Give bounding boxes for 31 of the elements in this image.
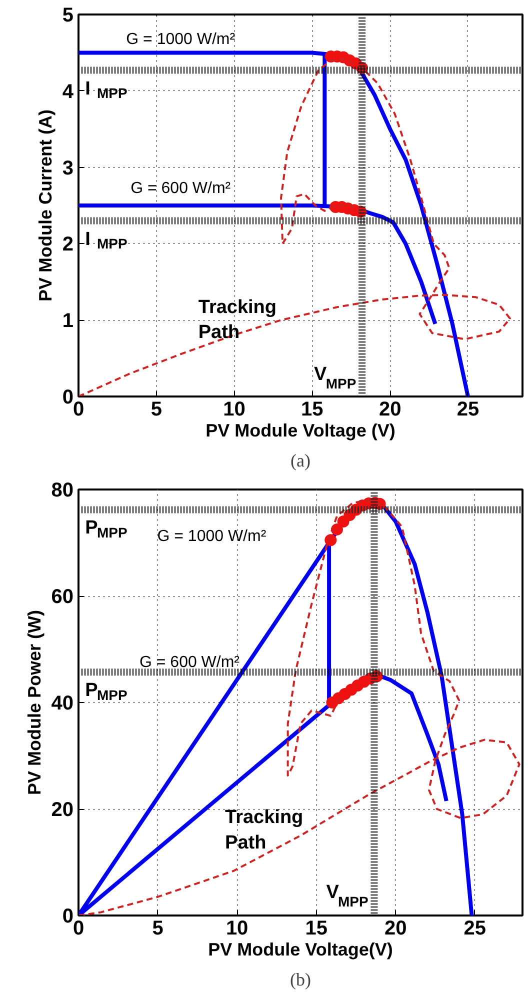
annotation: G = 600 W/m² — [130, 180, 232, 197]
x-tick-label: 25 — [464, 918, 486, 940]
text: (b) — [290, 970, 312, 990]
y-tick-label: 4 — [62, 80, 74, 103]
y-tick-label: 80 — [51, 480, 74, 502]
x-tick-label: 15 — [301, 398, 324, 420]
annotation: Tracking Path — [225, 807, 304, 854]
x-tick-label: 20 — [378, 398, 402, 420]
x-tick-label: 5 — [152, 918, 164, 940]
y-tick-label: 3 — [62, 157, 74, 180]
x-tick-label: 10 — [223, 398, 246, 420]
x-tick-label: 5 — [150, 398, 162, 420]
x-axis-title: PV Module Voltage (V) — [206, 420, 396, 440]
y-tick-label: 20 — [51, 799, 74, 821]
x-tick-label: 20 — [384, 918, 407, 940]
annotation: Tracking Path — [198, 297, 277, 344]
annotation: G = 1000 W/m² — [126, 30, 236, 48]
x-tick-label: 15 — [305, 918, 328, 940]
y-tick-label: 2 — [62, 234, 74, 256]
x-tick-label: 10 — [226, 918, 248, 940]
x-tick-label: 25 — [456, 398, 480, 420]
y-axis-title: PV Module Power (W) — [24, 610, 44, 795]
y-tick-label: 1 — [62, 310, 74, 332]
y-tick-label: 40 — [51, 692, 74, 714]
y-tick-label: 5 — [62, 4, 74, 26]
y-axis-title: PV Module Current (A) — [35, 109, 56, 302]
text: (a) — [290, 450, 310, 470]
annotation: G = 1000 W/m² — [157, 528, 267, 545]
annotation: G = 600 W/m² — [139, 654, 240, 671]
x-axis-title: PV Module Voltage(V) — [208, 940, 393, 960]
y-tick-label: 60 — [51, 586, 74, 608]
